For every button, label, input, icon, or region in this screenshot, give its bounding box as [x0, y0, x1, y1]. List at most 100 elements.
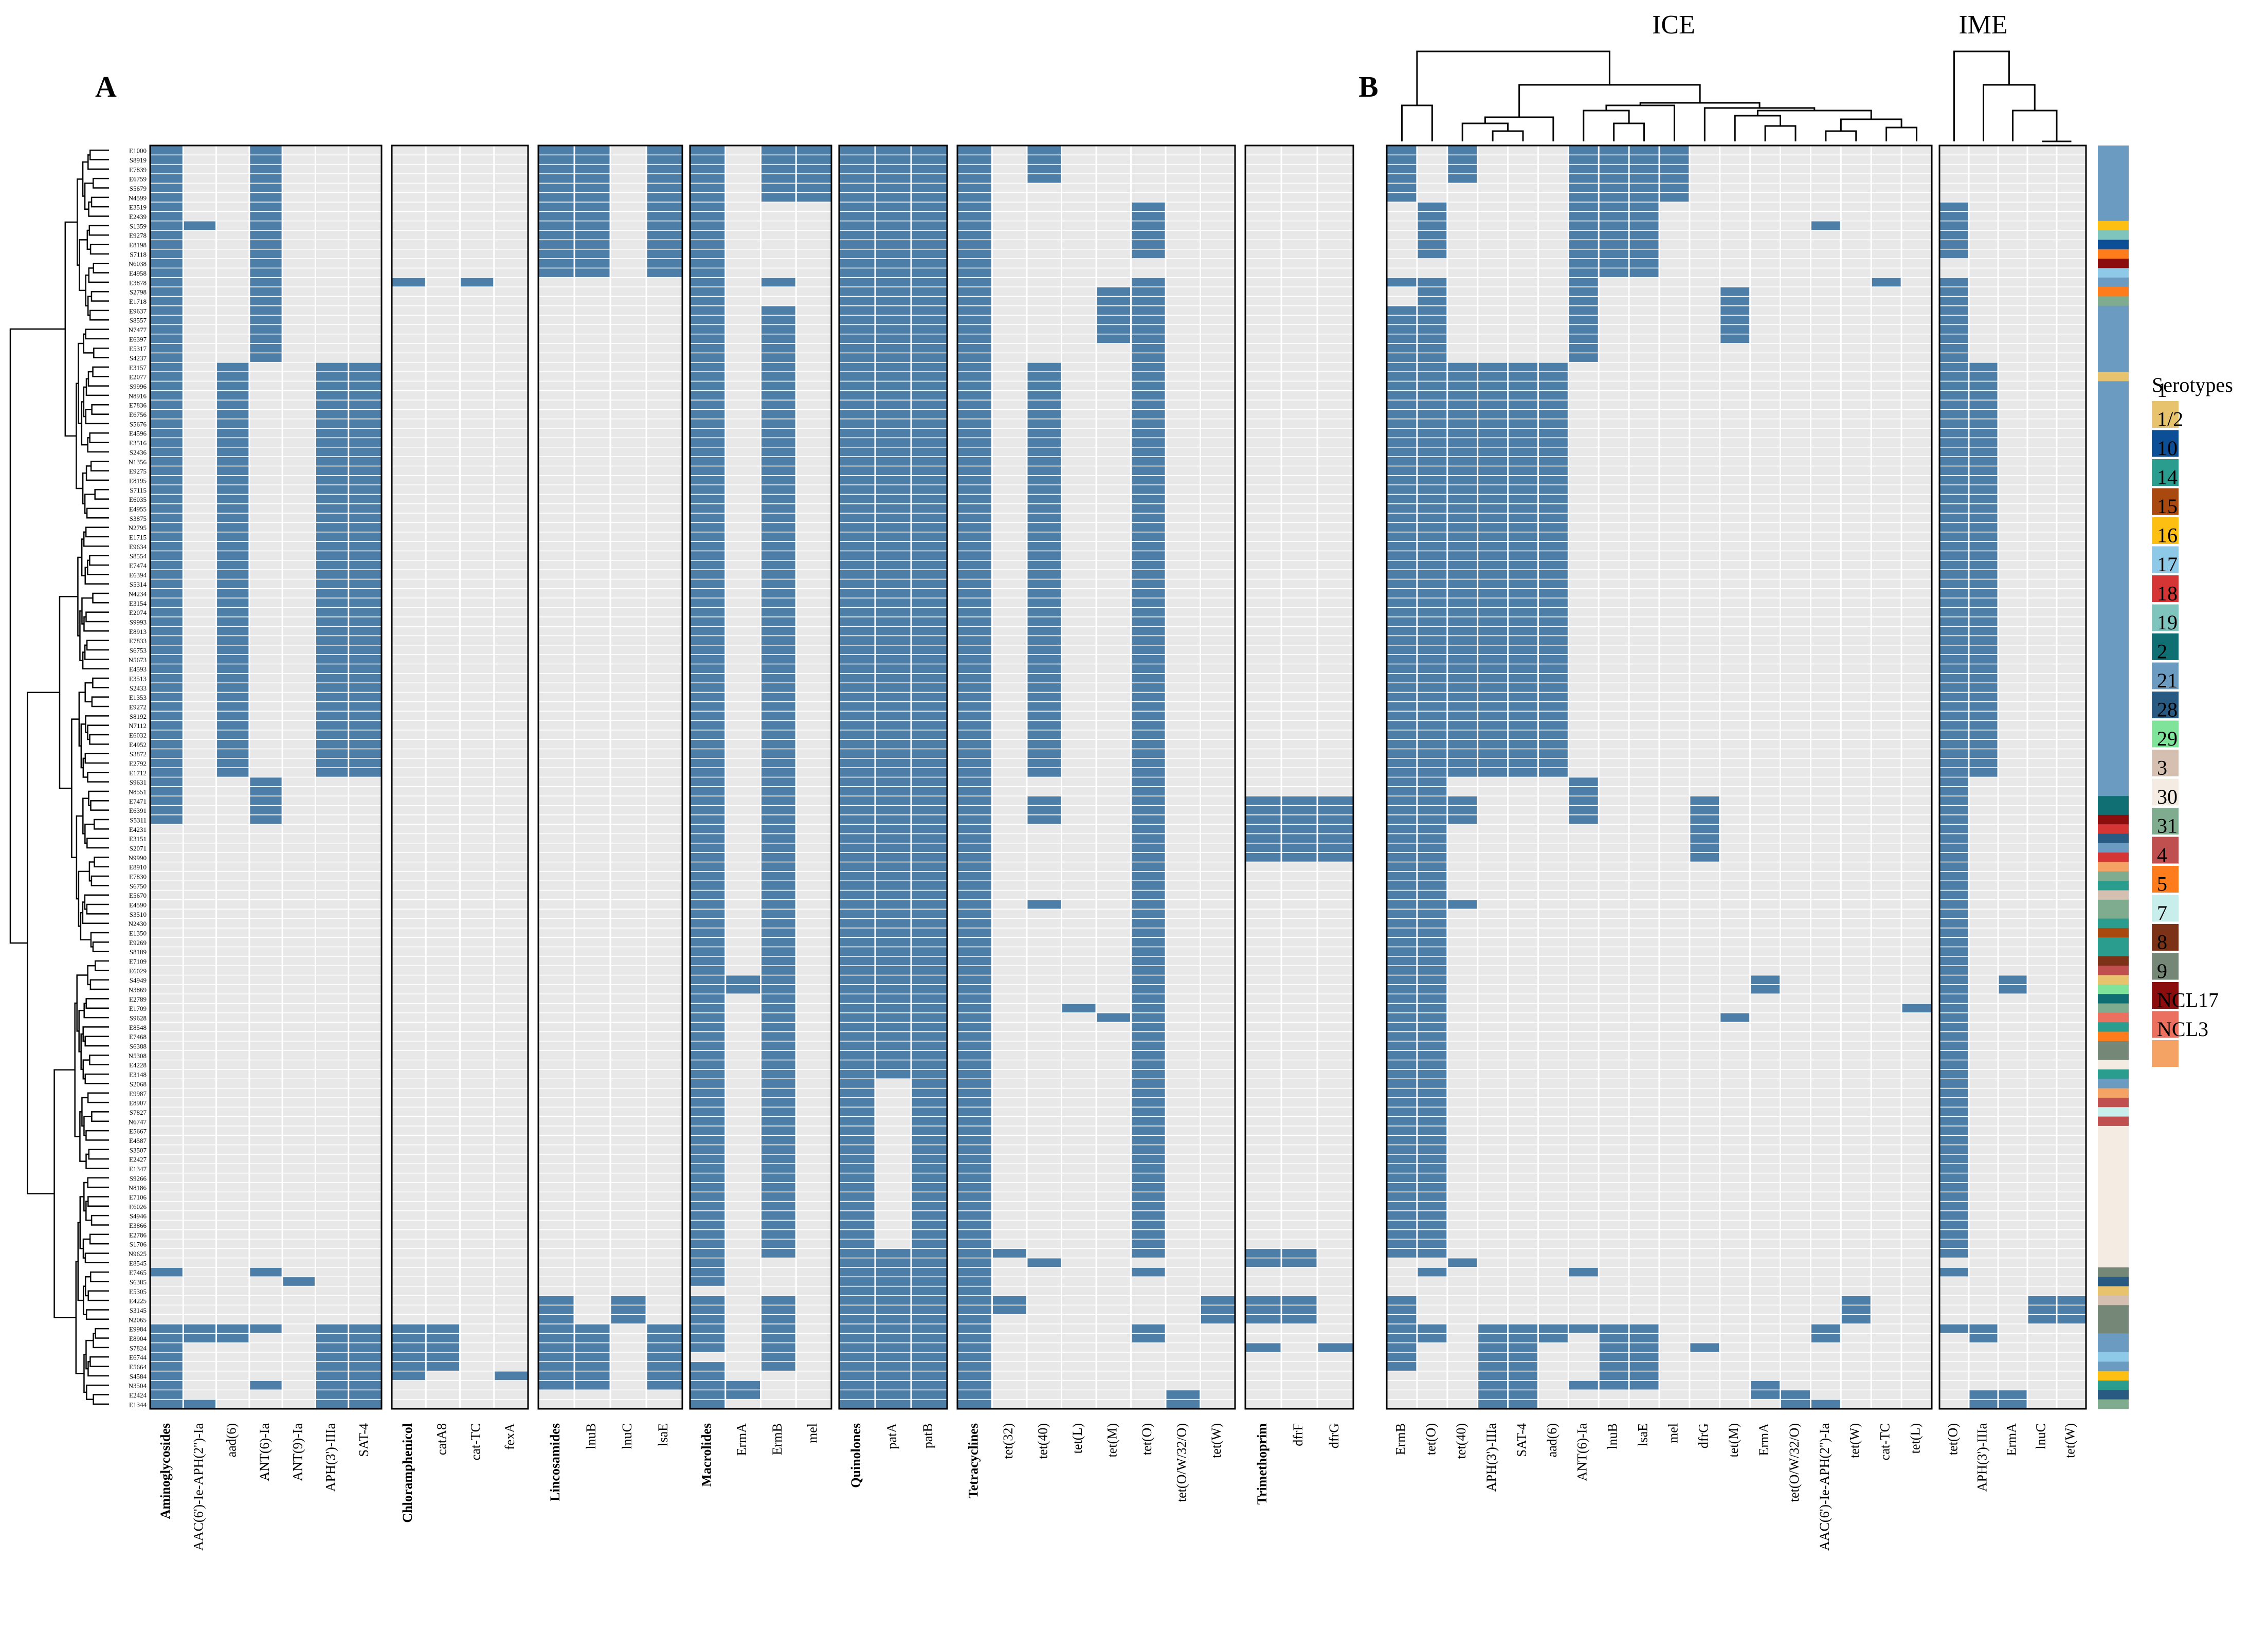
isolate-label: E2786: [129, 1231, 147, 1239]
heatmap-cell: [461, 777, 494, 787]
heatmap-cell: [575, 259, 610, 268]
heatmap-cell: [1132, 1305, 1165, 1314]
heatmap-cell: [958, 1004, 991, 1013]
heatmap-cell: [840, 1032, 875, 1041]
heatmap-cell: [691, 1371, 725, 1381]
heatmap-cell: [392, 325, 425, 334]
heatmap-cell: [1027, 1032, 1061, 1041]
heatmap-cell: [1201, 598, 1235, 607]
heatmap-cell: [539, 711, 574, 720]
heatmap-cell: [1246, 1108, 1281, 1116]
heatmap-cell: [151, 881, 183, 890]
heatmap-cell: [1246, 1267, 1281, 1277]
heatmap-cell: [1027, 1023, 1061, 1031]
heatmap-cell: [1246, 938, 1281, 947]
heatmap-cell: [796, 891, 831, 900]
heatmap-cell: [840, 834, 875, 843]
heatmap-cell: [993, 739, 1026, 749]
heatmap-cell: [461, 975, 494, 985]
heatmap-cell: [761, 325, 795, 334]
dendrogram-branch: [86, 1384, 109, 1400]
heatmap-cell: [1201, 1362, 1235, 1371]
heatmap-cell: [1418, 165, 1447, 174]
heatmap-cell: [316, 428, 348, 438]
heatmap-cell: [392, 768, 425, 777]
isolate-label: E4593: [129, 665, 147, 673]
heatmap-cell: [691, 1277, 725, 1286]
heatmap-cell: [1418, 334, 1447, 343]
heatmap-cell: [796, 787, 831, 796]
heatmap-cell: [392, 872, 425, 881]
heatmap-cell: [993, 693, 1026, 702]
heatmap-cell: [1027, 872, 1061, 881]
heatmap-cell: [1201, 928, 1235, 937]
heatmap-cell: [647, 410, 682, 419]
heatmap-cell: [611, 1286, 646, 1296]
heatmap-cell: [1166, 457, 1200, 466]
heatmap-cell: [1201, 1051, 1235, 1060]
heatmap-cell: [1418, 900, 1447, 909]
heatmap-cell: [1027, 1239, 1061, 1248]
heatmap-cell: [993, 852, 1026, 862]
heatmap-cell: [283, 721, 315, 730]
heatmap-cell: [761, 702, 795, 711]
heatmap-cell: [283, 1041, 315, 1050]
heatmap-cell: [1097, 645, 1130, 655]
heatmap-cell: [217, 382, 249, 390]
heatmap-cell: [392, 495, 425, 503]
heatmap-cell: [647, 985, 682, 994]
heatmap-cell: [495, 852, 528, 862]
heatmap-cell: [726, 466, 760, 475]
heatmap-cell: [726, 777, 760, 787]
heatmap-cell: [1387, 541, 1417, 551]
heatmap-cell: [349, 419, 381, 428]
heatmap-cell: [217, 1192, 249, 1201]
heatmap-cell: [349, 1126, 381, 1135]
heatmap-cell: [250, 551, 282, 560]
heatmap-cell: [761, 985, 795, 994]
heatmap-cell: [1418, 306, 1447, 315]
heatmap-cell: [1418, 457, 1447, 466]
heatmap-cell: [392, 193, 425, 202]
heatmap-cell: [796, 382, 831, 390]
heatmap-cell: [539, 938, 574, 947]
heatmap-cell: [796, 664, 831, 674]
heatmap-cell: [761, 1126, 795, 1135]
heatmap-cell: [1097, 382, 1130, 390]
heatmap-cell: [958, 297, 991, 305]
heatmap-cell: [691, 523, 725, 532]
heatmap-cell: [392, 1334, 425, 1342]
heatmap-cell: [283, 1267, 315, 1277]
heatmap-cell: [349, 1267, 381, 1277]
heatmap-cell: [958, 664, 991, 674]
heatmap-cell: [1282, 1390, 1317, 1399]
heatmap-cell: [691, 382, 725, 390]
heatmap-cell: [184, 1079, 216, 1088]
heatmap-cell: [539, 438, 574, 447]
heatmap-cell: [283, 259, 315, 268]
heatmap-cell: [495, 1117, 528, 1126]
heatmap-cell: [993, 1088, 1026, 1098]
heatmap-cell: [316, 655, 348, 664]
heatmap-cell: [426, 1277, 459, 1286]
heatmap-cell: [316, 325, 348, 334]
heatmap-cell: [1246, 1164, 1281, 1173]
heatmap-cell: [1027, 1286, 1061, 1296]
heatmap-cell: [611, 1315, 646, 1324]
heatmap-cell: [796, 1126, 831, 1135]
heatmap-cell: [461, 259, 494, 268]
heatmap-cell: [426, 193, 459, 202]
heatmap-cell: [184, 645, 216, 655]
heatmap-cell: [726, 1108, 760, 1116]
heatmap-cell: [691, 1334, 725, 1342]
heatmap-cell: [876, 570, 911, 579]
isolate-label: S3510: [130, 911, 147, 918]
heatmap-cell: [392, 608, 425, 616]
heatmap-cell: [495, 1173, 528, 1183]
heatmap-cell: [912, 1277, 947, 1286]
heatmap-cell: [1387, 1286, 1417, 1296]
heatmap-cell: [392, 645, 425, 655]
heatmap-cell: [796, 938, 831, 947]
heatmap-cell: [1246, 541, 1281, 551]
heatmap-cell: [1282, 862, 1317, 872]
